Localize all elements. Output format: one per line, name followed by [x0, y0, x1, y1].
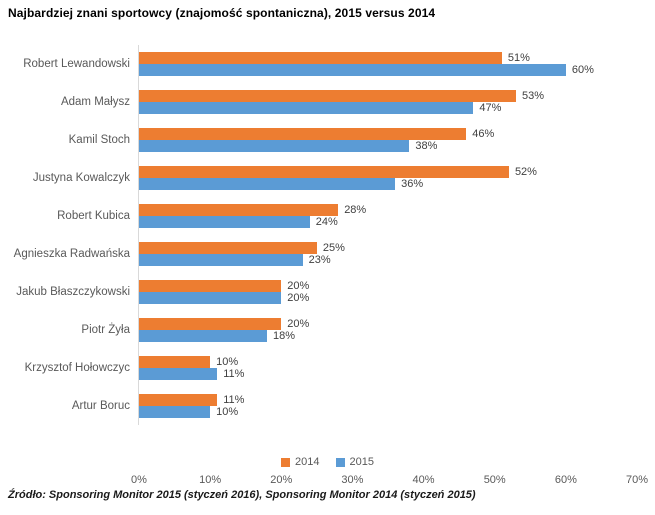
bar-2014: 28%: [139, 204, 366, 216]
category-label: Adam Małysz: [60, 96, 130, 108]
bar-2014: 11%: [139, 394, 244, 406]
legend-label: 2014: [295, 456, 320, 468]
legend-item-2014: 2014: [281, 456, 320, 468]
bar-2015: 23%: [139, 254, 331, 266]
bar-2015: 47%: [139, 102, 501, 114]
bar-2014: 20%: [139, 318, 309, 330]
legend-label: 2015: [349, 456, 374, 468]
bar-2014: 10%: [139, 356, 238, 368]
x-axis: 0% 10% 20% 30% 40% 50% 60% 70%: [0, 474, 655, 488]
bar-2015: 38%: [139, 140, 437, 152]
category-row: Piotr Żyła 20% 18%: [0, 311, 655, 349]
category-row: Kamil Stoch 46% 38%: [0, 121, 655, 159]
x-axis-tick-label: 50%: [483, 474, 506, 486]
value-label: 11%: [223, 368, 245, 380]
bar-group: 20% 18%: [139, 318, 637, 342]
value-label: 46%: [472, 128, 495, 140]
legend: 2014 2015: [0, 456, 655, 468]
value-label: 25%: [322, 242, 345, 254]
bar-2014: 53%: [139, 90, 544, 102]
category-label: Artur Boruc: [71, 400, 130, 412]
x-axis-tick-label: 0%: [131, 474, 147, 486]
category-label: Jakub Błaszczykowski: [16, 286, 130, 298]
value-label: 18%: [273, 330, 296, 342]
category-label: Agnieszka Radwańska: [13, 248, 130, 260]
chart-title: Najbardziej znani sportowcy (znajomość s…: [8, 6, 436, 20]
category-row: Robert Kubica 28% 24%: [0, 197, 655, 235]
bar-2015: 60%: [139, 64, 594, 76]
legend-swatch-icon: [281, 457, 291, 467]
value-label: 20%: [287, 280, 310, 292]
value-label: 23%: [308, 254, 331, 266]
category-label: Robert Kubica: [57, 210, 130, 222]
x-axis-tick-label: 70%: [625, 474, 649, 486]
bar-2015: 18%: [139, 330, 295, 342]
category-row: Robert Lewandowski 51% 60%: [0, 45, 655, 83]
category-label: Kamil Stoch: [68, 134, 130, 146]
bar-group: 10% 11%: [139, 356, 637, 380]
value-label: 11%: [223, 394, 245, 406]
legend-swatch-icon: [335, 457, 345, 467]
value-label: 36%: [401, 178, 424, 190]
bar-2014: 46%: [139, 128, 494, 140]
value-label: 28%: [344, 204, 367, 216]
bar-group: 28% 24%: [139, 204, 637, 228]
value-label: 53%: [522, 90, 545, 102]
category-label: Krzysztof Hołowczyc: [24, 362, 130, 374]
bar-2015: 20%: [139, 292, 309, 304]
value-label: 20%: [287, 292, 310, 304]
bar-2015: 11%: [139, 368, 244, 380]
category-label: Robert Lewandowski: [23, 58, 130, 70]
bar-2015: 10%: [139, 406, 238, 418]
x-axis-tick-label: 60%: [554, 474, 577, 486]
value-label: 52%: [514, 166, 537, 178]
bar-group: 20% 20%: [139, 280, 637, 304]
category-row: Agnieszka Radwańska 25% 23%: [0, 235, 655, 273]
bar-group: 25% 23%: [139, 242, 637, 266]
x-axis-tick-label: 20%: [270, 474, 293, 486]
value-label: 24%: [315, 216, 338, 228]
legend-item-2015: 2015: [335, 456, 374, 468]
x-axis-tick-label: 30%: [341, 474, 364, 486]
category-label: Justyna Kowalczyk: [32, 172, 130, 184]
plot-area: Robert Lewandowski 51% 60% Adam Małysz 53% 47…: [0, 45, 655, 486]
bar-2015: 24%: [139, 216, 338, 228]
x-axis-tick-label: 40%: [412, 474, 435, 486]
bar-2014: 51%: [139, 52, 530, 64]
value-label: 60%: [571, 64, 594, 76]
x-axis-tick-label: 10%: [199, 474, 222, 486]
bar-group: 46% 38%: [139, 128, 637, 152]
bar-group: 11% 10%: [139, 394, 637, 418]
bar-2014: 20%: [139, 280, 309, 292]
bar-group: 51% 60%: [139, 52, 637, 76]
value-label: 10%: [216, 406, 239, 418]
bar-group: 53% 47%: [139, 90, 637, 114]
category-row: Krzysztof Hołowczyc 10% 11%: [0, 349, 655, 387]
bar-group: 52% 36%: [139, 166, 637, 190]
value-label: 38%: [415, 140, 438, 152]
category-row: Jakub Błaszczykowski 20% 20%: [0, 273, 655, 311]
value-label: 20%: [287, 318, 310, 330]
y-axis-line: [138, 45, 139, 425]
category-row: Adam Małysz 53% 47%: [0, 83, 655, 121]
bar-2014: 52%: [139, 166, 537, 178]
value-label: 10%: [216, 356, 239, 368]
category-row: Justyna Kowalczyk 52% 36%: [0, 159, 655, 197]
bar-2015: 36%: [139, 178, 423, 190]
value-label: 47%: [479, 102, 502, 114]
bar-2014: 25%: [139, 242, 345, 254]
category-label: Piotr Żyła: [81, 324, 130, 336]
category-row: Artur Boruc 11% 10%: [0, 387, 655, 425]
value-label: 51%: [507, 52, 530, 64]
source-note: Źródło: Sponsoring Monitor 2015 (styczeń…: [8, 489, 476, 501]
